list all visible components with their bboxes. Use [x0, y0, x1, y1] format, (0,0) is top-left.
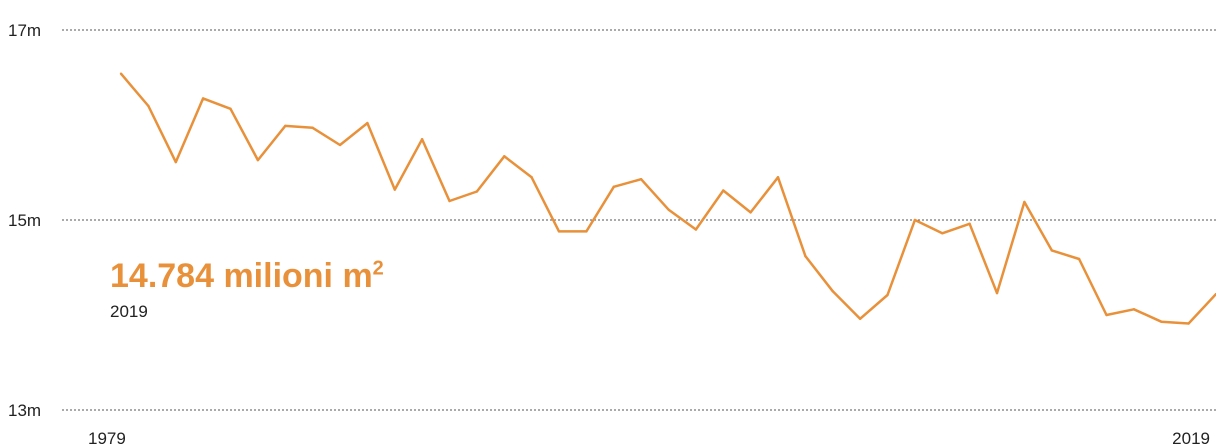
data-point	[530, 176, 532, 178]
x-tick-label: 1979	[88, 429, 126, 448]
data-point	[941, 232, 943, 234]
data-point	[339, 144, 341, 146]
callout-superscript: 2	[373, 258, 384, 280]
data-point	[1051, 249, 1053, 251]
data-point	[229, 108, 231, 110]
data-point	[448, 200, 450, 202]
data-point	[284, 125, 286, 127]
data-point	[640, 178, 642, 180]
y-tick-label: 17m	[8, 21, 41, 40]
data-point	[585, 230, 587, 232]
y-tick-label: 13m	[8, 401, 41, 420]
data-point	[1160, 320, 1162, 322]
data-point	[1133, 308, 1135, 310]
data-point	[476, 190, 478, 192]
data-point	[859, 318, 861, 320]
data-point	[257, 159, 259, 161]
x-axis-ticks: 1979 2019	[88, 429, 1210, 448]
callout-value-text: 14.784 milioni m	[110, 257, 373, 295]
data-point	[175, 161, 177, 163]
data-point	[366, 122, 368, 124]
data-point	[394, 188, 396, 190]
y-tick-label: 15m	[8, 211, 41, 230]
data-point	[722, 189, 724, 191]
callout-value: 14.784 milioni m2	[110, 256, 384, 296]
data-point	[558, 230, 560, 232]
value-callout: 14.784 milioni m2 2019	[110, 256, 384, 322]
x-tick-label: 2019	[1172, 429, 1210, 448]
data-point	[1023, 201, 1025, 203]
grid-lines	[62, 30, 1216, 410]
data-point	[120, 73, 122, 75]
data-point	[777, 176, 779, 178]
data-point	[832, 290, 834, 292]
data-point	[613, 186, 615, 188]
data-point	[147, 105, 149, 107]
data-point	[968, 223, 970, 225]
data-point	[421, 138, 423, 140]
data-point	[202, 97, 204, 99]
data-point	[503, 155, 505, 157]
callout-year: 2019	[110, 302, 384, 322]
data-point	[804, 255, 806, 257]
data-point	[914, 219, 916, 221]
data-point	[886, 294, 888, 296]
data-point	[1078, 258, 1080, 260]
data-point	[695, 228, 697, 230]
data-point	[996, 292, 998, 294]
data-point	[749, 211, 751, 213]
y-axis-ticks: 17m 15m 13m	[8, 21, 41, 420]
data-point	[311, 127, 313, 129]
data-point	[667, 208, 669, 210]
data-point	[1187, 322, 1189, 324]
data-point	[1105, 314, 1107, 316]
